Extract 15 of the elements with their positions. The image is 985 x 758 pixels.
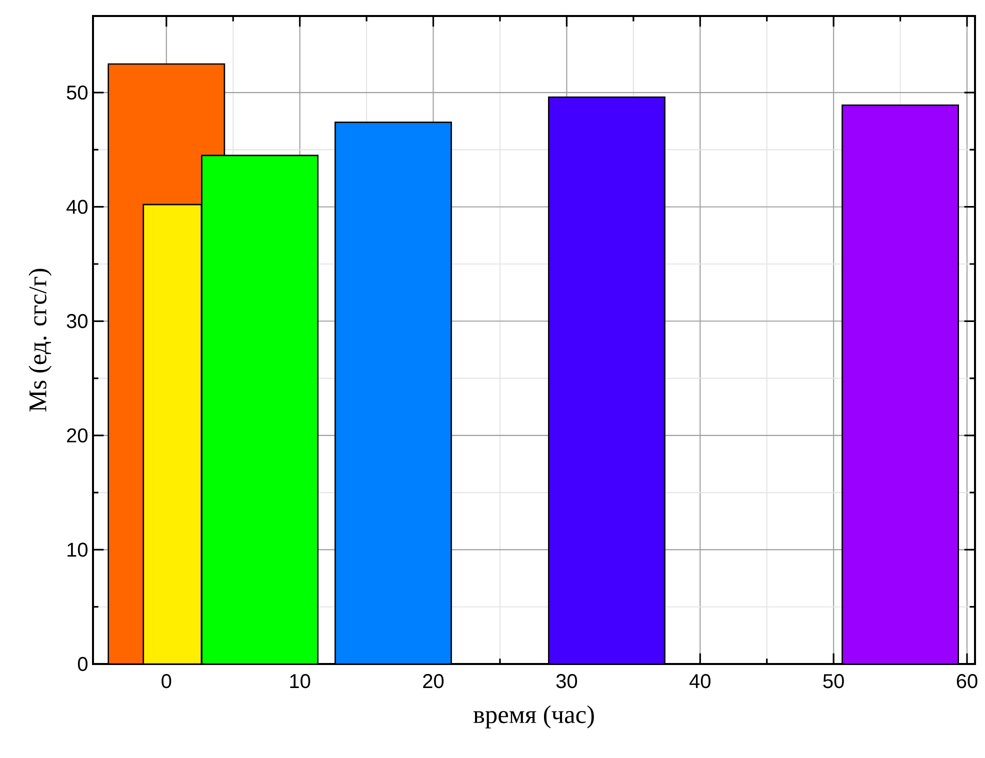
y-tick-label: 10 bbox=[68, 542, 88, 557]
x-tick-label: 50 bbox=[823, 674, 844, 688]
x-tick-label: 0 bbox=[162, 674, 172, 688]
x-tick-label: 10 bbox=[290, 674, 310, 688]
x-axis-title: время (час) bbox=[473, 705, 594, 728]
y-tick-label: 50 bbox=[66, 85, 88, 100]
x-tick-label: 20 bbox=[423, 674, 444, 688]
x-tick-label: 60 bbox=[956, 674, 978, 688]
y-tick-label: 20 bbox=[67, 428, 88, 442]
x-tick-label: 40 bbox=[689, 674, 710, 688]
x-tick-label: 30 bbox=[556, 674, 578, 688]
y-tick-label: 40 bbox=[66, 200, 88, 214]
y-tick-label: 0 bbox=[78, 656, 88, 672]
y-tick-label: 30 bbox=[66, 314, 88, 328]
y-axis-title: Ms (ед. cгс/г) bbox=[28, 268, 52, 412]
